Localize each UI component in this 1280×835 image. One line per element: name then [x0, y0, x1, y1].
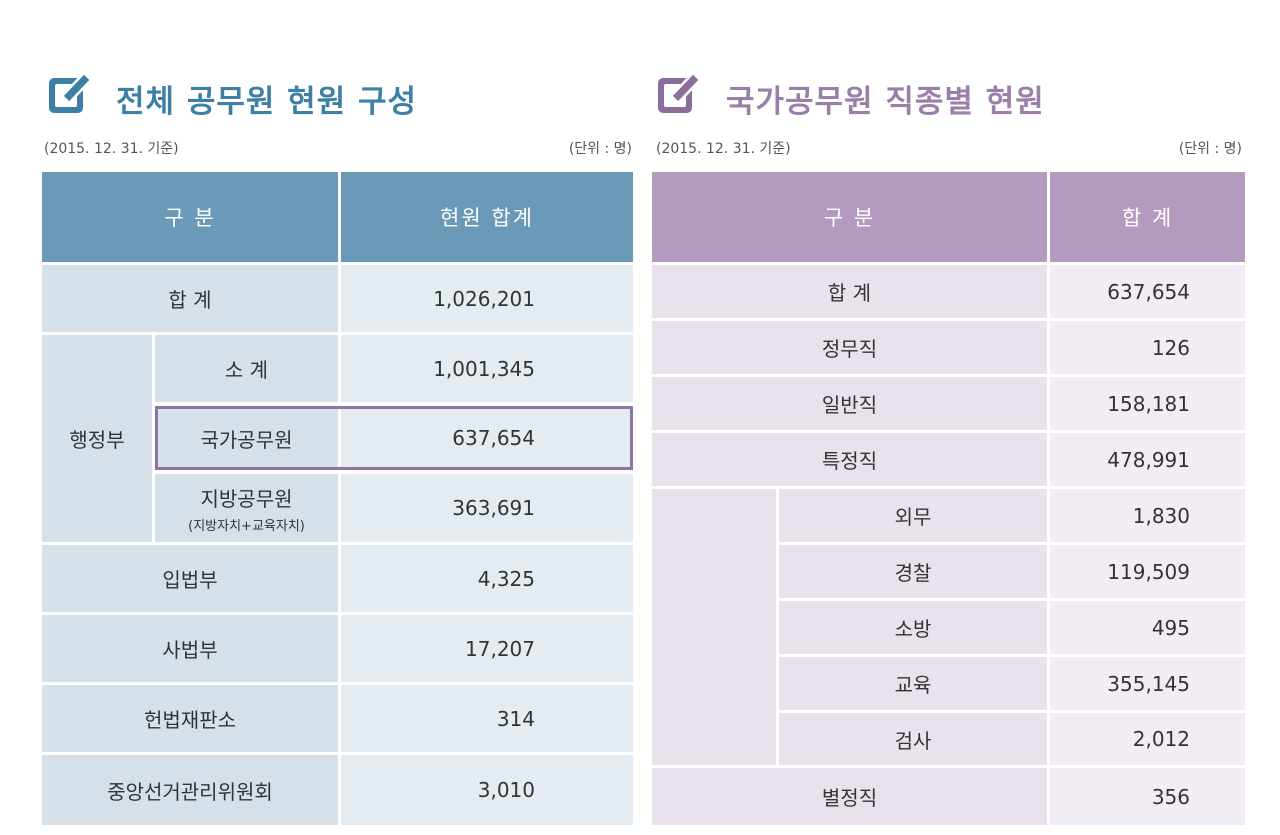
executive-label: 행정부	[42, 335, 152, 542]
political-label: 정무직	[652, 321, 1047, 374]
fire-service-value: 495	[1050, 601, 1245, 654]
police-label: 경찰	[779, 545, 1047, 598]
left-title: 전체 공무원 현원 구성	[116, 84, 418, 120]
left-header-category: 구 분	[42, 172, 338, 262]
national-civil-servant-value: 637,654	[341, 406, 633, 470]
edit-icon	[49, 71, 93, 113]
fire-service-label: 소방	[779, 601, 1047, 654]
local-civil-servant-sublabel: (지방자치+교육자치)	[188, 518, 305, 534]
foreign-service-label: 외무	[779, 489, 1047, 542]
education-label: 교육	[779, 657, 1047, 710]
foreign-service-value: 1,830	[1050, 489, 1245, 542]
executive-subtotal-value: 1,001,345	[341, 335, 633, 402]
right-date-note: (2015. 12. 31. 기준)	[656, 141, 791, 157]
right-header-category: 구 분	[652, 172, 1047, 262]
political-value: 126	[1050, 321, 1245, 374]
left-total-label: 합 계	[42, 265, 338, 332]
special-value: 478,991	[1050, 433, 1245, 486]
prosecutor-value: 2,012	[1050, 713, 1245, 765]
local-civil-servant-label: 지방공무원	[200, 486, 293, 511]
special-separate-label: 별정직	[652, 768, 1047, 825]
constitutional-court-label: 헌법재판소	[42, 685, 338, 752]
local-civil-servant-cell: 지방공무원 (지방자치+교육자치)	[155, 474, 338, 542]
executive-subtotal-label: 소 계	[155, 335, 338, 402]
edit-icon	[658, 71, 702, 113]
left-header-value: 현원 합계	[341, 172, 633, 262]
election-commission-label: 중앙선거관리위원회	[42, 755, 338, 825]
special-separate-value: 356	[1050, 768, 1245, 825]
constitutional-court-value: 314	[341, 685, 633, 752]
right-unit-note: (단위 : 명)	[1178, 141, 1242, 157]
general-label: 일반직	[652, 377, 1047, 430]
legislative-value: 4,325	[341, 545, 633, 612]
left-total-value: 1,026,201	[341, 265, 633, 332]
judicial-label: 사법부	[42, 615, 338, 682]
right-total-label: 합 계	[652, 265, 1047, 318]
national-civil-servant-label: 국가공무원	[155, 406, 338, 470]
judicial-value: 17,207	[341, 615, 633, 682]
left-panel: 전체 공무원 현원 구성 (2015. 12. 31. 기준) (단위 : 명)…	[42, 71, 633, 825]
right-title: 국가공무원 직종별 현원	[726, 84, 1045, 120]
education-value: 355,145	[1050, 657, 1245, 710]
right-panel: 국가공무원 직종별 현원 (2015. 12. 31. 기준) (단위 : 명)…	[640, 0, 1280, 835]
right-total-value: 637,654	[1050, 265, 1245, 318]
police-value: 119,509	[1050, 545, 1245, 598]
left-unit-note: (단위 : 명)	[568, 141, 632, 157]
left-date-note: (2015. 12. 31. 기준)	[44, 141, 179, 157]
special-group-spacer	[652, 489, 776, 765]
prosecutor-label: 검사	[779, 713, 1047, 765]
election-commission-value: 3,010	[341, 755, 633, 825]
general-value: 158,181	[1050, 377, 1245, 430]
right-header-value: 합 계	[1050, 172, 1245, 262]
legislative-label: 입법부	[42, 545, 338, 612]
special-label: 특정직	[652, 433, 1047, 486]
local-civil-servant-value: 363,691	[341, 474, 633, 542]
